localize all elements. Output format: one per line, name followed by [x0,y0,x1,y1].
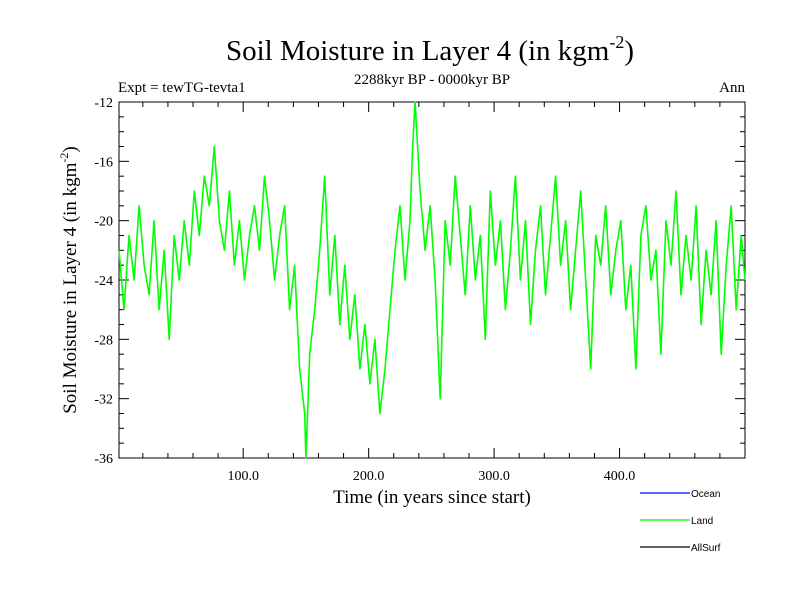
chart-title: Soil Moisture in Layer 4 (in kgm-2) [226,32,634,67]
y-tick-label: -20 [94,215,113,230]
y-tick-label: -24 [94,274,113,289]
y-axis-label: Soil Moisture in Layer 4 (in kgm-2) [57,146,81,414]
x-tick-label: 100.0 [227,469,259,484]
x-tick-label: 400.0 [604,469,636,484]
axis-ticks [119,101,745,459]
x-tick-label: 300.0 [478,469,510,484]
subtitle-right: Ann [719,80,745,96]
legend-label-land: Land [691,516,713,527]
series-line-land [118,101,746,459]
y-tick-label: -16 [94,155,113,170]
legend-label-allsurf: AllSurf [691,543,721,554]
title-superscript: -2 [609,32,624,52]
legend: Ocean Land AllSurf [640,489,721,554]
y-tick-label: -32 [94,393,113,408]
subtitle-left: Expt = tewTG-tevta1 [118,80,246,96]
y-tick-label: -12 [94,96,113,111]
x-axis-label: Time (in years since start) [333,487,531,508]
legend-label-ocean: Ocean [691,489,720,500]
y-tick-label: -28 [94,333,113,348]
y-tick-label: -36 [94,452,113,467]
x-tick-label: 200.0 [353,469,385,484]
ylabel-superscript: -2 [57,153,71,163]
axis-tick-labels: 100.0 200.0 300.0 400.0 -12 -16 -20 -24 -28 -32 -3… [94,96,635,484]
subtitle-center: 2288kyr BP - 0000kyr BP [354,72,510,88]
